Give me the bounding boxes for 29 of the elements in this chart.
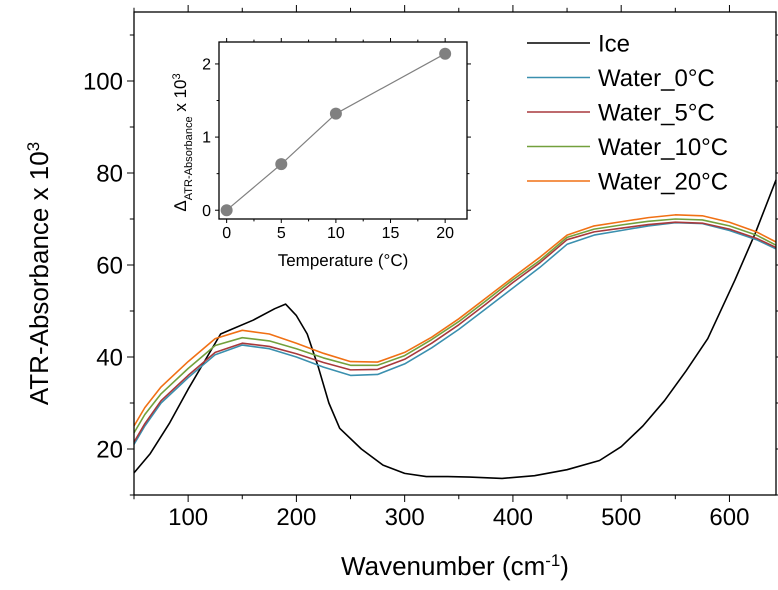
- point: [439, 48, 452, 60]
- x-tick-label: 0: [222, 225, 232, 242]
- x-tick-label: 20: [436, 225, 454, 242]
- point: [220, 204, 233, 216]
- legend-label: Ice: [598, 30, 630, 58]
- legend-label: Water_0°C: [598, 64, 715, 92]
- y-tick-label: 100: [82, 68, 123, 96]
- y-tick-label: 1: [202, 130, 212, 147]
- x-tick-label: 15: [382, 225, 400, 242]
- x-tick-label: 10: [327, 225, 345, 242]
- x-tick-label: 5: [276, 225, 286, 242]
- x-axis-title: Wavenumber (cm$^{-1}$): [341, 550, 569, 581]
- legend-label: Water_5°C: [598, 99, 715, 126]
- point: [330, 108, 342, 120]
- y-tick-label: 20: [96, 436, 123, 464]
- point: [275, 158, 288, 170]
- legend-label: Water_10°C: [598, 134, 728, 161]
- x-tick-label: 500: [601, 504, 642, 531]
- x-tick-label: 300: [384, 504, 425, 531]
- y-tick-label: 0: [202, 202, 212, 220]
- y-tick-label: 40: [96, 344, 123, 372]
- x-tick-label: 400: [492, 504, 533, 531]
- y-tick-label: 60: [96, 252, 123, 280]
- y-tick-label: 80: [96, 160, 123, 188]
- x-tick-label: 200: [276, 504, 316, 531]
- x-tick-label: 600: [709, 504, 750, 531]
- legend-label: Water_20°C: [598, 168, 728, 196]
- y-tick-label: 2: [202, 56, 212, 74]
- x-axis-title: Temperature (°C): [278, 251, 408, 270]
